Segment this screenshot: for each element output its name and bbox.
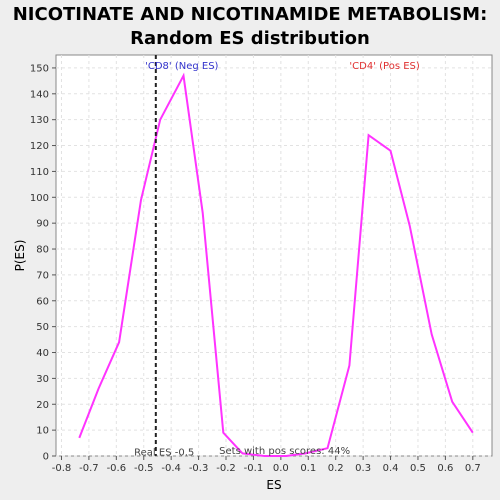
y-tick-label: 60 bbox=[36, 296, 49, 307]
series-line bbox=[78, 72, 474, 457]
pos-scores-label: Sets with pos scores: 44% bbox=[219, 446, 350, 457]
y-axis-ticks: 0 10 20 30 40 50 60 70 80 90 100 110 120 130 140 150 bbox=[30, 63, 56, 463]
x-tick-label: 0.0 bbox=[273, 463, 289, 474]
y-tick-label: 0 bbox=[43, 452, 49, 463]
pos-es-label: 'CD4' (Pos ES) bbox=[349, 61, 419, 72]
y-tick-label: 120 bbox=[30, 141, 49, 152]
x-tick-label: 0.2 bbox=[328, 463, 344, 474]
y-axis-label: P(ES) bbox=[13, 240, 27, 272]
x-tick-label: 0.7 bbox=[465, 463, 481, 474]
y-tick-label: 30 bbox=[36, 374, 49, 385]
y-tick-label: 20 bbox=[36, 400, 49, 411]
y-tick-label: 150 bbox=[30, 63, 49, 74]
x-tick-label: -0.7 bbox=[79, 463, 99, 474]
x-tick-label: 0.1 bbox=[300, 463, 316, 474]
x-tick-label: -0.6 bbox=[107, 463, 127, 474]
real-es-label: Real ES -0.5 bbox=[134, 448, 194, 459]
x-tick-label: -0.2 bbox=[216, 463, 236, 474]
chart-title-line2: Random ES distribution bbox=[130, 28, 370, 49]
y-tick-label: 70 bbox=[36, 270, 49, 281]
chart-title-line1: NICOTINATE AND NICOTINAMIDE METABOLISM: bbox=[12, 4, 488, 25]
y-tick-label: 40 bbox=[36, 348, 49, 359]
neg-es-label: 'CD8' (Neg ES) bbox=[145, 61, 218, 72]
x-tick-label: 0.3 bbox=[355, 463, 371, 474]
x-tick-label: 0.6 bbox=[437, 463, 453, 474]
y-tick-label: 100 bbox=[30, 193, 49, 204]
x-tick-label: -0.5 bbox=[134, 463, 154, 474]
x-tick-label: -0.3 bbox=[189, 463, 209, 474]
x-tick-label: 0.4 bbox=[383, 463, 399, 474]
grid-lines bbox=[56, 55, 492, 457]
x-axis-label: ES bbox=[266, 478, 281, 492]
x-axis-ticks: -0.8 -0.7 -0.6 -0.5 -0.4 -0.3 -0.2 -0.1 0.0 0.1 0.… bbox=[52, 456, 481, 474]
x-tick-label: -0.1 bbox=[244, 463, 264, 474]
plot-area bbox=[55, 54, 493, 457]
x-tick-label: -0.4 bbox=[161, 463, 181, 474]
y-tick-label: 130 bbox=[30, 115, 49, 126]
x-tick-label: 0.5 bbox=[410, 463, 426, 474]
y-tick-label: 50 bbox=[36, 322, 49, 333]
y-tick-label: 90 bbox=[36, 219, 49, 230]
y-tick-label: 140 bbox=[30, 89, 49, 100]
y-tick-label: 110 bbox=[30, 167, 49, 178]
y-tick-label: 80 bbox=[36, 245, 49, 256]
y-tick-label: 10 bbox=[36, 426, 49, 437]
x-tick-label: -0.8 bbox=[52, 463, 72, 474]
